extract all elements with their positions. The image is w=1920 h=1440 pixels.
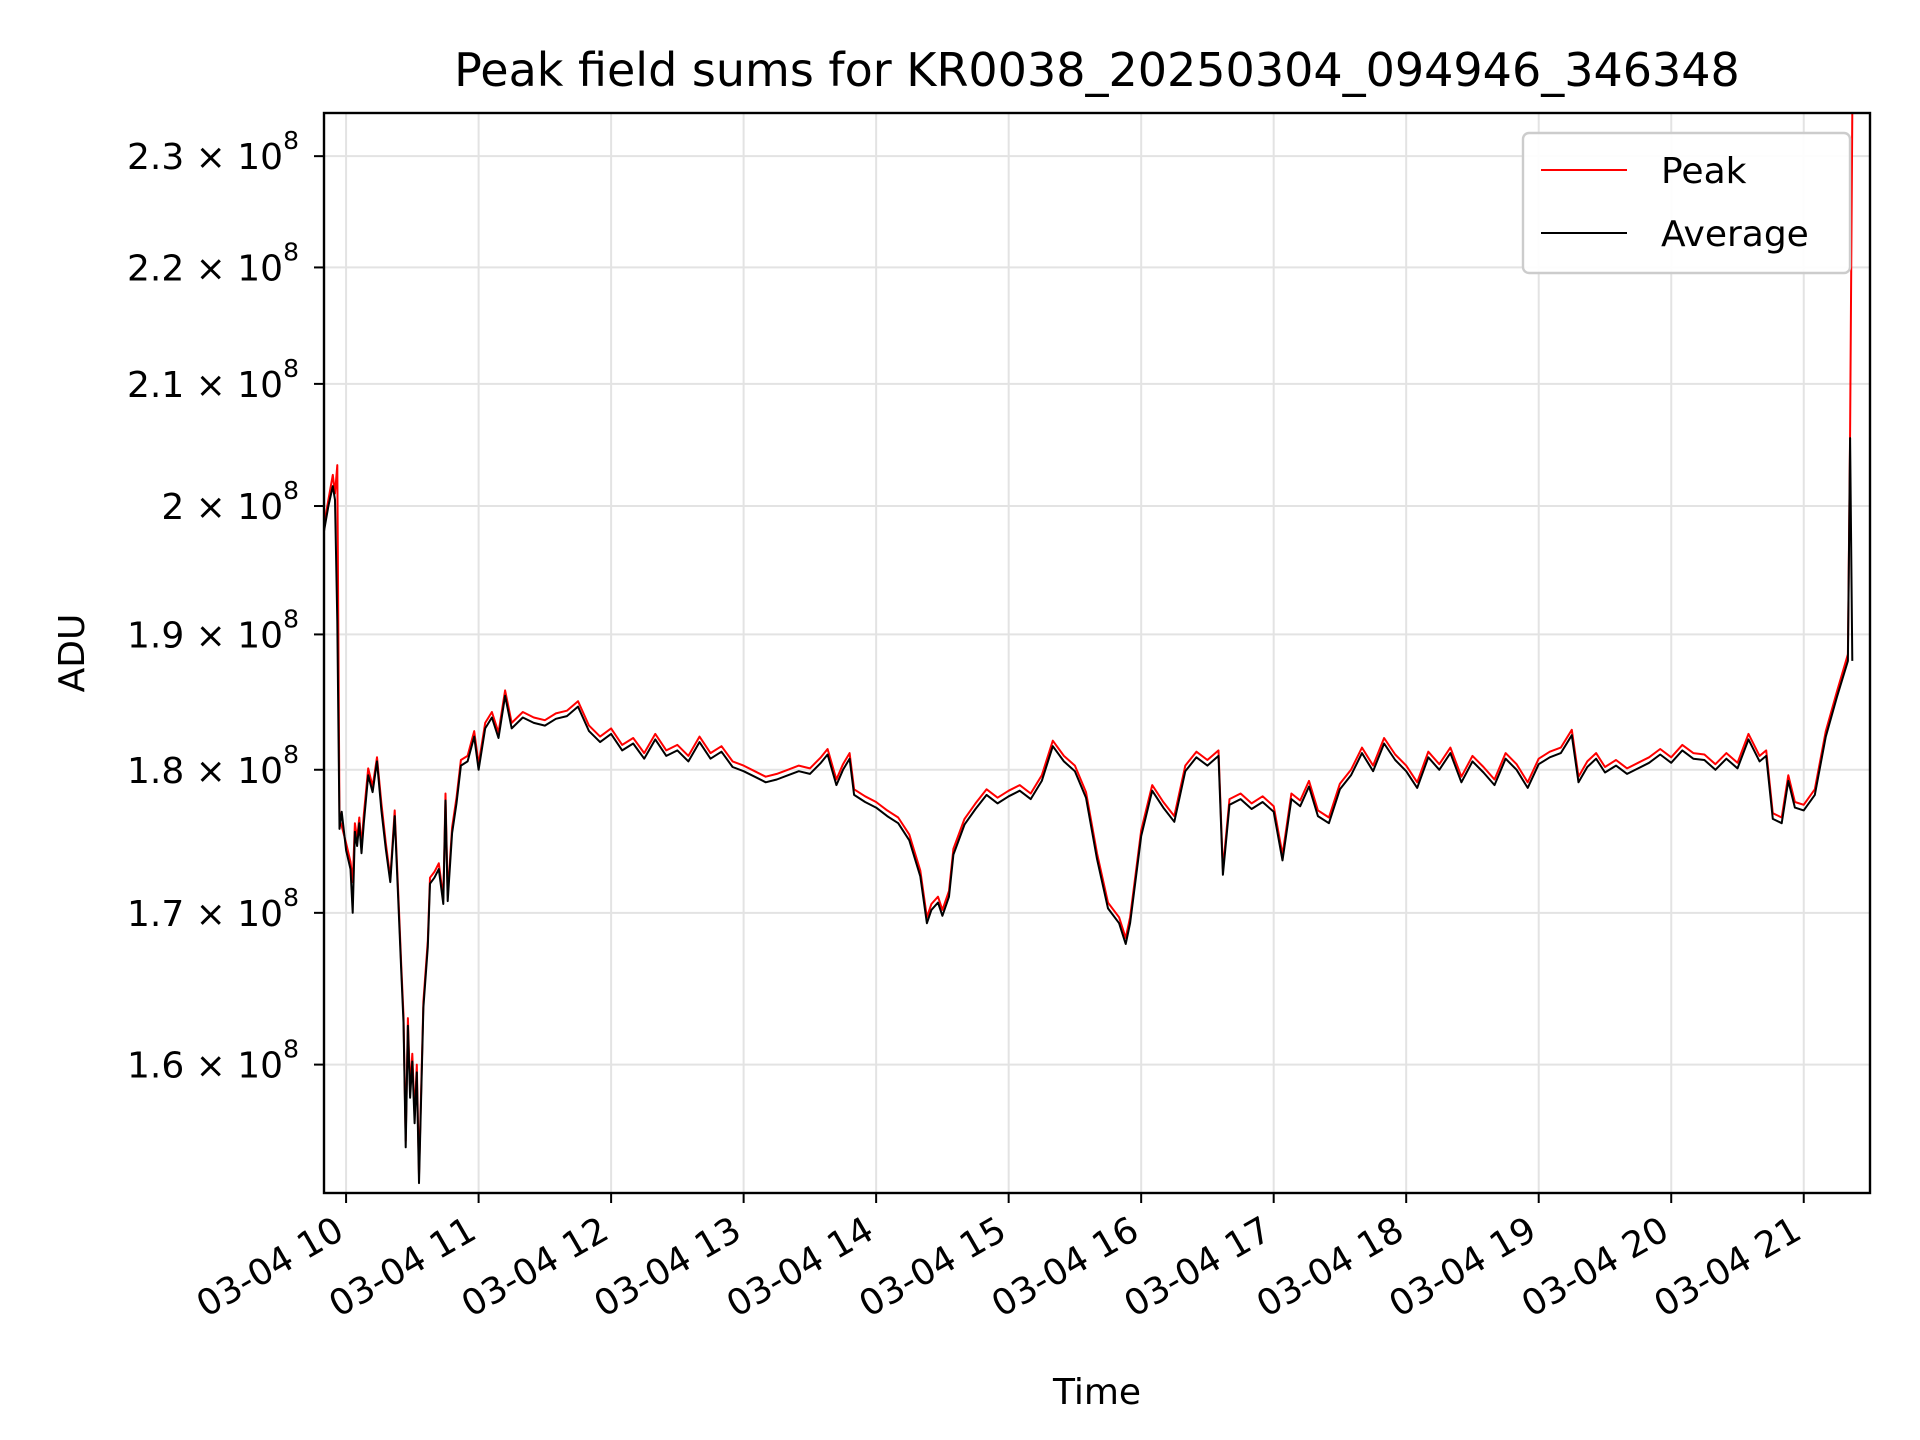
y-axis-label: ADU xyxy=(52,614,93,693)
chart-title: Peak field sums for KR0038_20250304_0949… xyxy=(454,43,1740,97)
y-tick-label: 2.2 × 108 xyxy=(127,237,299,289)
y-tick-label: 1.9 × 108 xyxy=(127,604,299,656)
grid xyxy=(324,113,1870,1193)
series-line-average xyxy=(323,437,1854,1185)
y-tick-label: 1.7 × 108 xyxy=(127,883,299,935)
y-axis-ticks: 1.6 × 108 1.7 × 108 1.8 × 108 1.9 × 108 2 × … xyxy=(127,126,324,1087)
y-tick-label: 2.1 × 108 xyxy=(127,354,299,406)
legend-label-average: Average xyxy=(1661,214,1809,255)
y-tick-label: 1.8 × 108 xyxy=(127,740,299,792)
legend: Peak Average xyxy=(1521,131,1852,275)
x-axis-label: Time xyxy=(1052,1372,1141,1413)
y-tick-label: 1.6 × 108 xyxy=(127,1035,299,1087)
y-tick-label: 2 × 108 xyxy=(161,476,299,528)
axes-frame xyxy=(322,111,1872,1195)
plot-area xyxy=(323,112,1854,1185)
legend-box xyxy=(1521,131,1852,275)
y-tick-label: 2.3 × 108 xyxy=(127,126,299,178)
legend-label-peak: Peak xyxy=(1661,151,1747,192)
